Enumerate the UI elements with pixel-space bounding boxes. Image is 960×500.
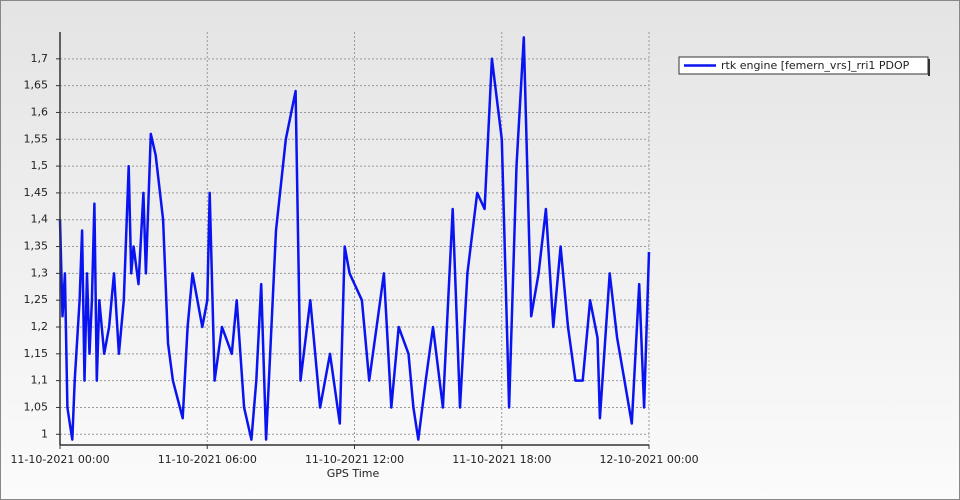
- x-tick-label: 11-10-2021 00:00: [10, 453, 109, 466]
- y-tick-label: 1,3: [31, 266, 49, 279]
- y-tick-label: 1,45: [24, 186, 49, 199]
- x-axis-title: GPS Time: [327, 467, 380, 480]
- y-tick-label: 1,1: [31, 374, 49, 387]
- y-tick-label: 1,4: [31, 213, 49, 226]
- y-tick-label: 1,6: [31, 105, 49, 118]
- y-tick-label: 1,15: [24, 347, 49, 360]
- y-tick-label: 1: [41, 427, 48, 440]
- y-tick-label: 1,2: [31, 320, 49, 333]
- y-tick-label: 1,25: [24, 293, 49, 306]
- x-tick-label: 11-10-2021 18:00: [452, 453, 551, 466]
- y-tick-label: 1,5: [31, 159, 49, 172]
- y-tick-label: 1,05: [24, 400, 49, 413]
- y-tick-label: 1,7: [31, 52, 49, 65]
- data-line: [58, 36, 651, 441]
- legend-shadow: [928, 59, 930, 76]
- x-tick-label: 11-10-2021 12:00: [305, 453, 404, 466]
- y-tick-label: 1,35: [24, 240, 49, 253]
- x-tick-label: 12-10-2021 00:00: [599, 453, 698, 466]
- plot: [58, 36, 651, 441]
- legend: rtk engine [femern_vrs]_rri1 PDOP: [678, 56, 930, 76]
- y-tick-label: 1,55: [24, 132, 49, 145]
- y-tick-label: 1,65: [24, 79, 49, 92]
- x-tick-label: 11-10-2021 06:00: [158, 453, 257, 466]
- legend-label: rtk engine [femern_vrs]_rri1 PDOP: [721, 59, 910, 72]
